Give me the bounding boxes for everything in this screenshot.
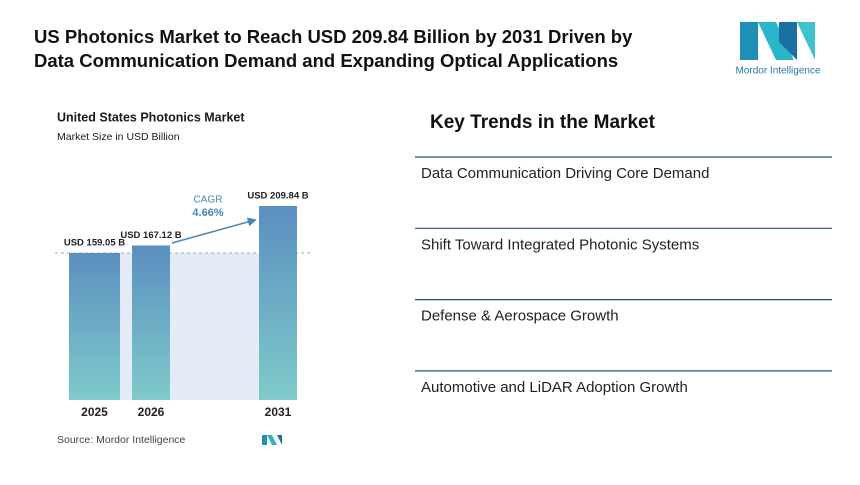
value-label: USD 167.12 B [120, 230, 181, 241]
cagr-value: 4.66% [192, 207, 223, 219]
trends-heading: Key Trends in the Market [430, 112, 656, 133]
value-label: USD 209.84 B [247, 191, 308, 202]
x-tick-label: 2025 [81, 405, 108, 419]
trend-item: Data Communication Driving Core Demand [421, 165, 709, 182]
x-tick-label: 2031 [265, 405, 292, 419]
page-title: US Photonics Market to Reach USD 209.84 … [34, 26, 633, 47]
logo [740, 22, 815, 60]
chart-subtitle: Market Size in USD Billion [57, 131, 180, 143]
page-title: Data Communication Demand and Expanding … [34, 50, 618, 71]
x-tick-label: 2026 [138, 405, 165, 419]
cagr-arrow [171, 217, 257, 244]
logo-text: Mordor Intelligence [735, 66, 820, 77]
plot: USD 159.05 B 2025 USD 167.12 B 2026 USD 209.… [55, 191, 312, 419]
cagr-label: CAGR [194, 195, 223, 206]
trends-list: Data Communication Driving Core Demand Sh… [415, 156, 832, 396]
bar [259, 206, 297, 400]
trend-item: Shift Toward Integrated Photonic Systems [421, 236, 699, 253]
value-label: USD 159.05 B [64, 237, 125, 248]
chart-title: United States Photonics Market [57, 110, 245, 124]
bar [132, 245, 170, 400]
source: Source: Mordor Intelligence [57, 434, 186, 446]
small-logo [262, 435, 282, 445]
trend-item: Defense & Aerospace Growth [421, 308, 619, 325]
trend-item: Automotive and LiDAR Adoption Growth [421, 379, 688, 396]
bar [69, 252, 120, 400]
